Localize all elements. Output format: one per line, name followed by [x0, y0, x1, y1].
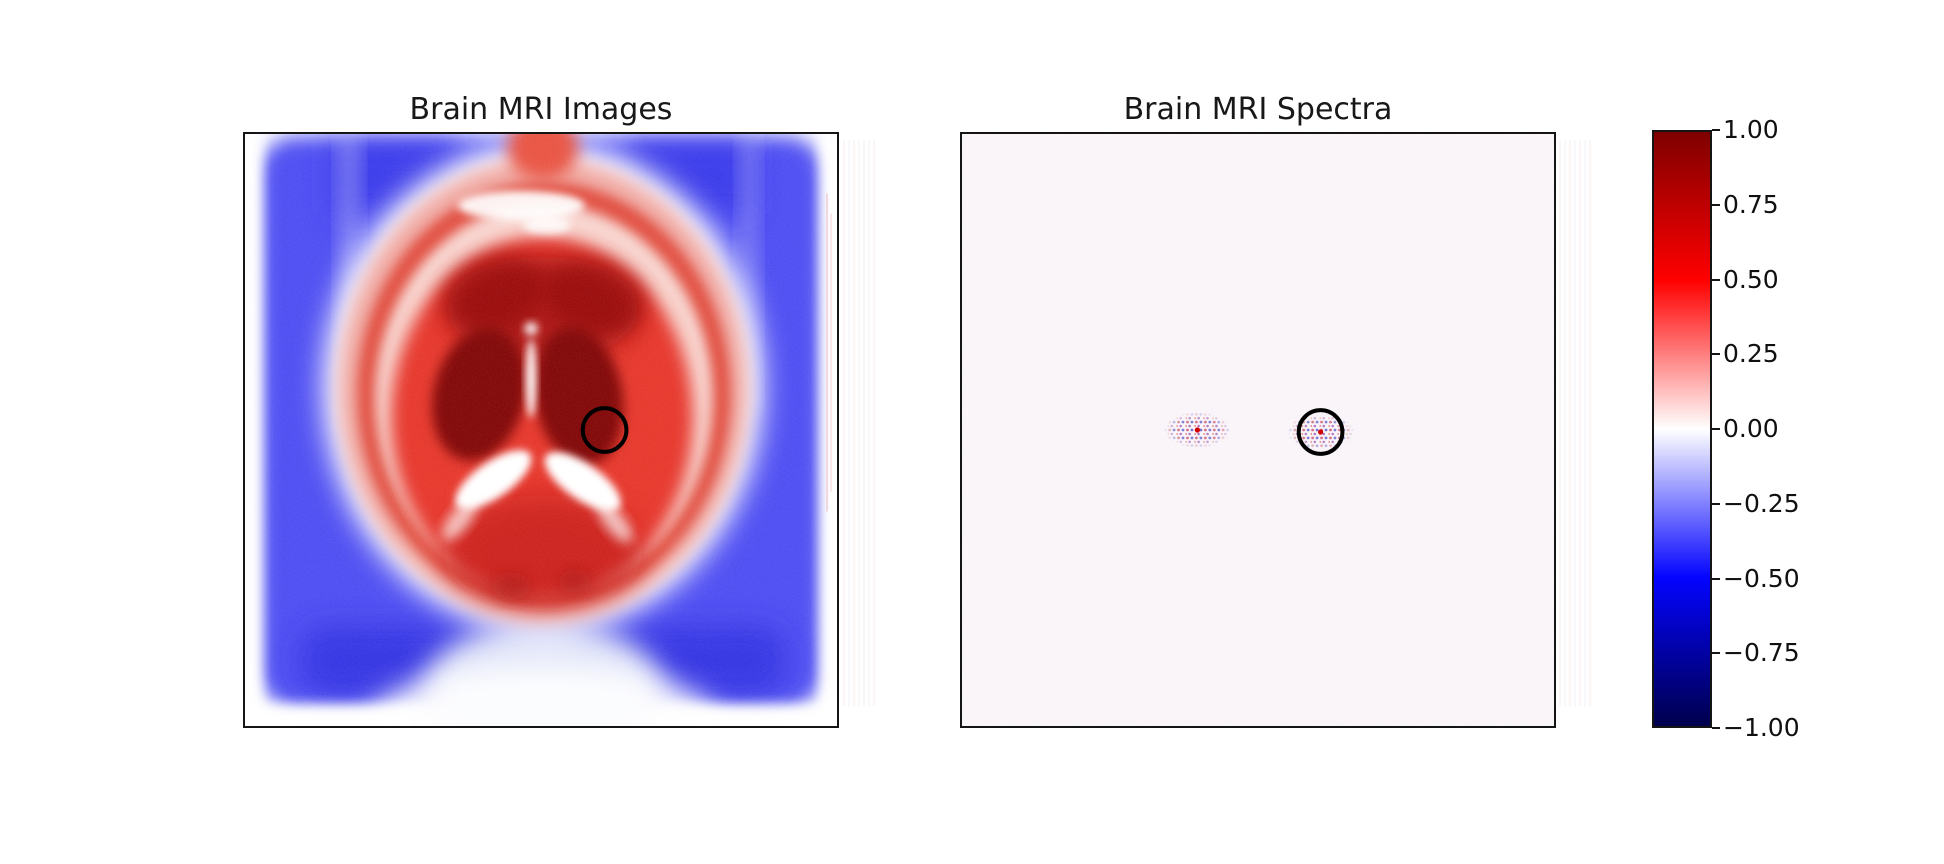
colorbar-tick-label: −1.00 [1723, 713, 1800, 742]
colorbar-tick [1712, 353, 1720, 355]
colorbar-tick [1712, 129, 1720, 131]
roi-circle-annotation-image [580, 406, 629, 454]
colorbar-tick [1712, 727, 1720, 729]
colorbar-tick-label: 1.00 [1723, 115, 1779, 144]
colorbar-tick-label: −0.25 [1723, 489, 1800, 518]
colorbar-tick [1712, 428, 1720, 430]
roi-circle-annotation-spectra [1296, 408, 1345, 456]
colorbar-tick [1712, 204, 1720, 206]
artifact-strip-right [1559, 140, 1591, 706]
colorbar-tick-label: −0.75 [1723, 638, 1800, 667]
colorbar-tick-label: 0.00 [1723, 414, 1779, 443]
panel-title-images: Brain MRI Images [409, 92, 673, 127]
colorbar-tick [1712, 578, 1720, 580]
spectra-noise-overlay [962, 134, 1554, 726]
brain-mri-image [245, 134, 837, 726]
panel-brain-mri-spectra [960, 132, 1556, 728]
colorbar-tick [1712, 652, 1720, 654]
spectral-peak-right [1286, 414, 1355, 450]
spectral-peak-left [1163, 412, 1232, 448]
colorbar-tick [1712, 279, 1720, 281]
panel-title-spectra: Brain MRI Spectra [1123, 92, 1393, 127]
colorbar-tick-label: 0.25 [1723, 339, 1779, 368]
colorbar-tick-label: 0.75 [1723, 190, 1779, 219]
brain-mri-spectra [962, 134, 1554, 726]
colorbar-tick [1712, 503, 1720, 505]
colorbar-tick-label: −0.50 [1723, 564, 1800, 593]
mri-grain-overlay [245, 134, 837, 726]
panel-brain-mri-images [243, 132, 839, 728]
artifact-strip-left [843, 140, 875, 706]
colorbar-tick-label: 0.50 [1723, 265, 1779, 294]
colorbar-gradient [1652, 130, 1712, 728]
